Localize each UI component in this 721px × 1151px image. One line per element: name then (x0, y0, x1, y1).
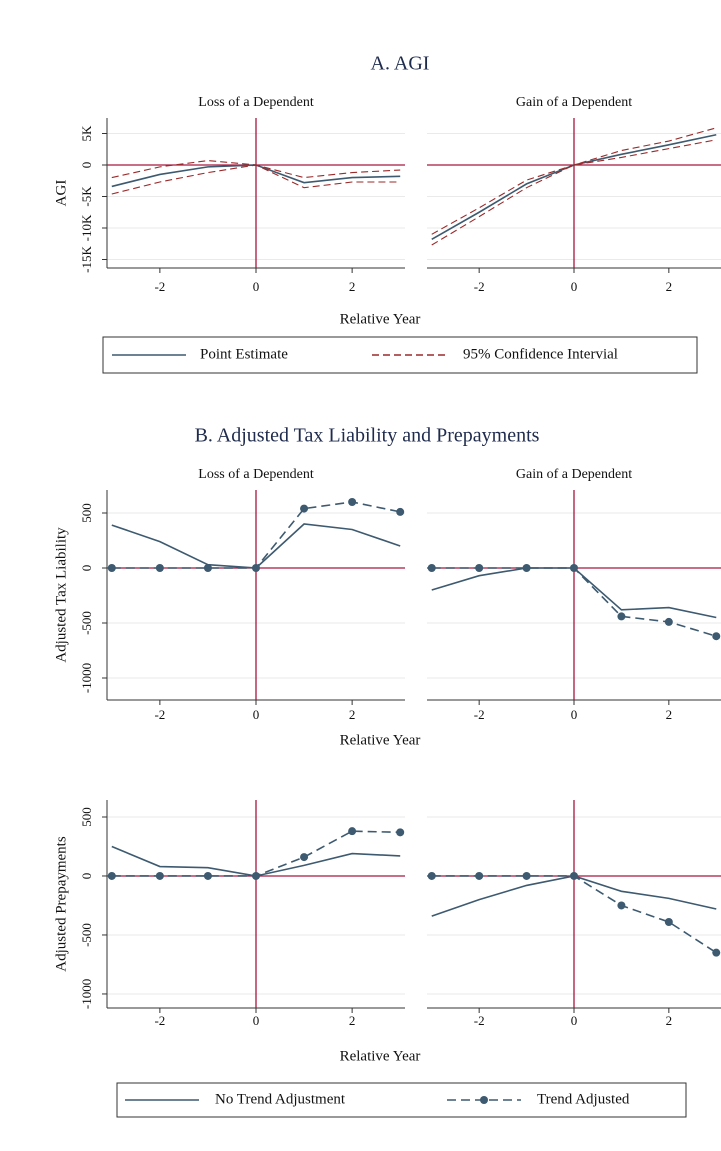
x-tick-label: 0 (571, 279, 578, 294)
series-marker (522, 563, 531, 572)
x-tick-label: 0 (571, 707, 578, 722)
series-marker (252, 563, 260, 572)
y-tick-label: 5K (79, 125, 94, 142)
series-marker (664, 917, 673, 926)
series-marker (522, 871, 531, 880)
series-marker (475, 871, 484, 880)
x-tick-label: 0 (253, 1013, 260, 1028)
panel-title: Loss of a Dependent (198, 467, 314, 482)
series-marker (107, 871, 116, 880)
series-marker (155, 871, 164, 880)
section-title: A. AGI (371, 53, 430, 75)
y-tick-label: -500 (79, 611, 94, 635)
series-line (431, 139, 717, 246)
x-tick-label: 2 (349, 707, 356, 722)
y-tick-label: -1000 (79, 979, 94, 1009)
series-marker (570, 563, 578, 572)
series-marker (396, 828, 405, 837)
series-marker (396, 507, 405, 516)
series-marker (617, 612, 626, 621)
series-marker (348, 827, 357, 836)
x-tick-label: 2 (349, 279, 356, 294)
x-tick-label: 0 (253, 707, 260, 722)
y-tick-label: -10K (79, 214, 94, 241)
series-marker (712, 948, 721, 957)
legend-label: Trend Adjusted (537, 1091, 630, 1107)
panel-title: Loss of a Dependent (198, 95, 314, 110)
section-title: B. Adjusted Tax Liability and Prepayment… (195, 425, 540, 447)
x-tick-label: -2 (154, 707, 165, 722)
legend-marker (480, 1096, 488, 1104)
x-axis-label: Relative Year (340, 1048, 421, 1064)
y-tick-label: 0 (79, 873, 94, 880)
panel-title: Gain of a Dependent (516, 467, 632, 482)
y-axis-label: Adjusted Prepayments (53, 836, 69, 972)
x-tick-label: -2 (154, 279, 165, 294)
x-tick-label: 0 (253, 279, 260, 294)
series-marker (570, 871, 578, 880)
series-marker (107, 563, 116, 572)
x-tick-label: 2 (666, 707, 673, 722)
y-tick-label: 0 (79, 162, 94, 169)
series-marker (712, 632, 721, 641)
series-marker (300, 853, 309, 862)
legend-box (116, 1082, 687, 1118)
series-line (111, 160, 401, 179)
legend-label: No Trend Adjustment (215, 1091, 346, 1107)
y-tick-label: 500 (79, 807, 94, 827)
x-tick-label: -2 (474, 1013, 485, 1028)
series-marker (203, 871, 212, 880)
y-axis-label: AGI (53, 180, 69, 207)
x-axis-label: Relative Year (340, 732, 421, 748)
series-marker (300, 504, 309, 513)
y-tick-label: -500 (79, 923, 94, 947)
series-marker (427, 871, 436, 880)
series-marker (348, 497, 357, 506)
y-tick-label: 0 (79, 565, 94, 572)
y-tick-label: 500 (79, 503, 94, 523)
x-tick-label: -2 (474, 707, 485, 722)
series-marker (427, 563, 436, 572)
x-tick-label: -2 (154, 1013, 165, 1028)
y-tick-label: -15K (79, 246, 94, 273)
x-tick-label: 2 (349, 1013, 356, 1028)
x-tick-label: 0 (571, 1013, 578, 1028)
series-line (431, 127, 717, 235)
series-marker (617, 901, 626, 910)
panel-title: Gain of a Dependent (516, 95, 632, 110)
x-tick-label: 2 (666, 279, 673, 294)
series-marker (203, 563, 212, 572)
series-marker (155, 563, 164, 572)
x-tick-label: -2 (474, 279, 485, 294)
legend-label: Point Estimate (200, 346, 288, 362)
series-marker (664, 617, 673, 626)
legend-label: 95% Confidence Intervial (463, 346, 618, 362)
series-marker (475, 563, 484, 572)
x-axis-label: Relative Year (340, 311, 421, 327)
y-axis-label: Adjusted Tax Liability (53, 527, 69, 663)
series-marker (252, 871, 260, 880)
y-tick-label: -5K (79, 186, 94, 207)
x-tick-label: 2 (666, 1013, 673, 1028)
y-tick-label: -1000 (79, 663, 94, 693)
